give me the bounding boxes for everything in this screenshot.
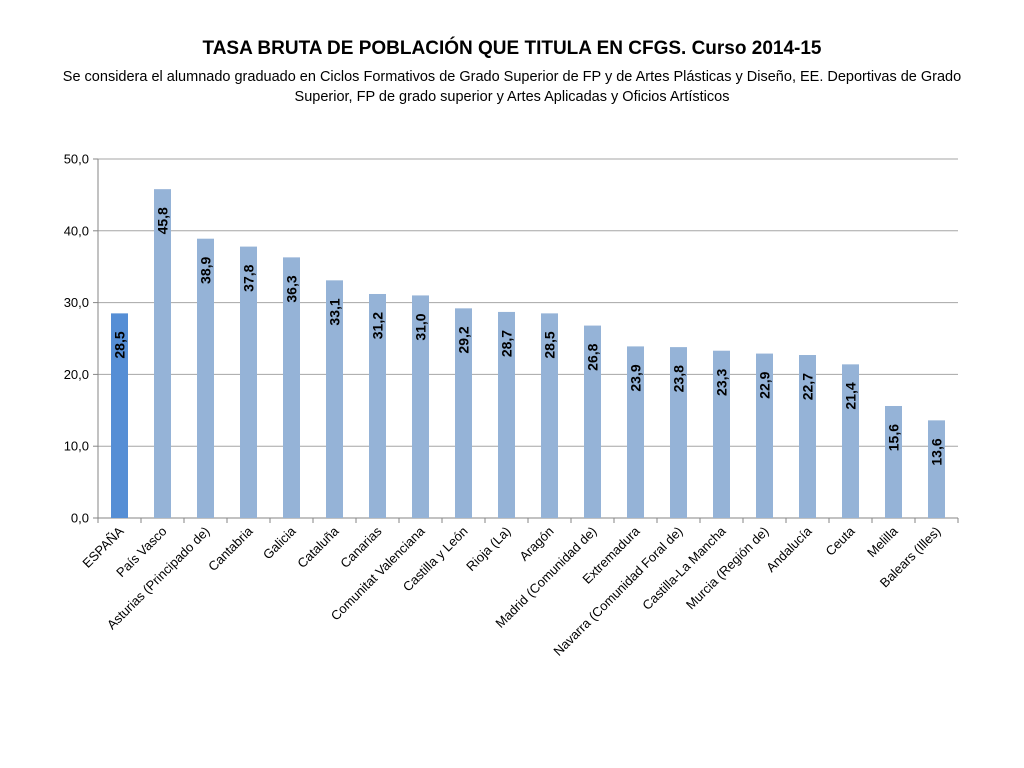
- gridlines: [98, 158, 958, 447]
- x-tick-label: Cataluña: [294, 523, 342, 571]
- data-label: 28,5: [542, 331, 558, 358]
- bar: [885, 405, 902, 518]
- chart-subtitle: Se considera el alumnado graduado en Cic…: [62, 69, 962, 105]
- data-label: 36,3: [284, 275, 300, 302]
- bar: [455, 308, 472, 518]
- data-label: 28,5: [112, 331, 128, 358]
- bar: [111, 313, 128, 518]
- chart-title: TASA BRUTA DE POBLACIÓN QUE TITULA EN CF…: [202, 38, 822, 59]
- data-label: 26,8: [585, 343, 601, 370]
- bars: [111, 189, 945, 518]
- data-label: 23,9: [628, 364, 644, 391]
- x-tick-label: Cantabria: [205, 523, 256, 574]
- data-label: 22,7: [800, 373, 816, 400]
- x-tick-label: Andalucía: [763, 523, 815, 575]
- data-label: 29,2: [456, 326, 472, 353]
- y-tick-label: 10,0: [64, 439, 89, 454]
- bar: [670, 347, 687, 518]
- bar: [756, 353, 773, 518]
- y-tick-label: 20,0: [64, 367, 89, 382]
- bar: [197, 238, 214, 518]
- bar: [541, 313, 558, 518]
- axes: [93, 158, 959, 523]
- bar: [412, 295, 429, 518]
- data-label: 38,9: [198, 256, 214, 283]
- bar: [498, 311, 515, 518]
- bar: [713, 350, 730, 518]
- x-tick-label: Galicia: [260, 523, 299, 562]
- data-label: 15,6: [886, 424, 902, 451]
- bar: [326, 280, 343, 518]
- data-label: 28,7: [499, 330, 515, 357]
- bar: [584, 325, 601, 518]
- bar: [928, 420, 945, 518]
- data-label: 22,9: [757, 371, 773, 398]
- data-label: 31,0: [413, 313, 429, 340]
- bar: [240, 246, 257, 518]
- data-label: 23,8: [671, 365, 687, 392]
- x-tick-label: Rioja (La): [463, 524, 513, 574]
- bar: [154, 189, 171, 518]
- data-label: 33,1: [327, 298, 343, 325]
- x-tick-label: Ceuta: [822, 523, 858, 559]
- data-label: 23,3: [714, 368, 730, 395]
- bar: [283, 257, 300, 518]
- bar: [799, 355, 816, 518]
- data-label: 37,8: [241, 264, 257, 291]
- bar: [627, 346, 644, 518]
- y-tick-label: 50,0: [64, 152, 89, 167]
- bar: [842, 364, 859, 518]
- data-label: 21,4: [843, 382, 859, 409]
- x-tick-label: Murcia (Región de): [683, 524, 772, 613]
- y-tick-label: 0,0: [71, 511, 89, 526]
- bar: [369, 293, 386, 518]
- y-tick-label: 40,0: [64, 223, 89, 238]
- data-label: 31,2: [370, 312, 386, 339]
- data-labels: 28,5 45,8 38,9 37,8 36,3 33,1 31,2 31,0 29,2 28,7…: [112, 207, 945, 466]
- y-tick-labels: 0,0 10,0 20,0 30,0 40,0 50,0: [64, 152, 89, 526]
- x-tick-label: Aragón: [516, 524, 556, 564]
- x-tick-label: Melilla: [864, 523, 901, 560]
- data-label: 45,8: [155, 207, 171, 234]
- data-label: 13,6: [929, 438, 945, 465]
- y-tick-label: 30,0: [64, 295, 89, 310]
